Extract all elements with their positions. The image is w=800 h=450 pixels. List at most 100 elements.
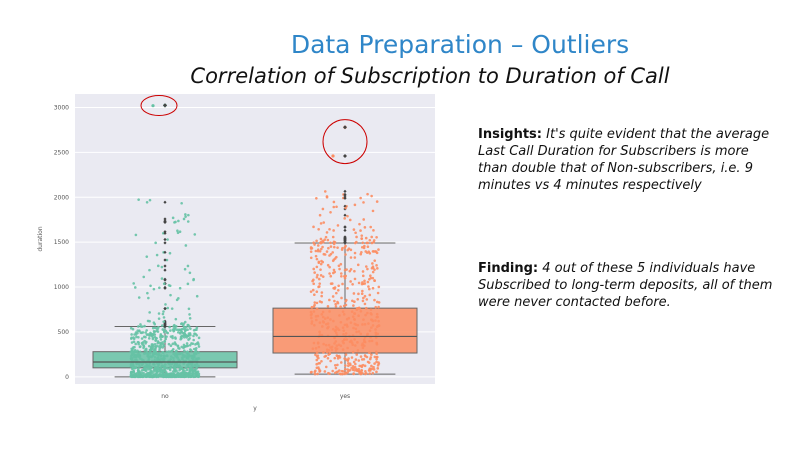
strip-point-yes — [343, 276, 347, 280]
outlier-point-no — [139, 325, 143, 328]
strip-point-yes — [310, 320, 314, 323]
strip-point-yes — [312, 310, 316, 313]
strip-point-no — [168, 325, 171, 329]
strip-point-yes — [345, 323, 349, 326]
strip-point-no — [139, 331, 143, 334]
extreme-flier-marker — [343, 153, 347, 158]
strip-point-yes — [366, 267, 369, 271]
strip-point-yes — [366, 280, 370, 284]
outlier-point-no — [148, 198, 152, 202]
outlier-point-no — [139, 323, 142, 326]
strip-point-yes — [357, 314, 360, 318]
strip-point-yes — [349, 256, 353, 259]
strip-point-yes — [309, 290, 313, 293]
y-tick-label: 3000 — [54, 104, 69, 111]
strip-point-yes — [375, 370, 378, 374]
strip-point-yes — [333, 342, 336, 345]
flier-marker — [163, 258, 167, 262]
outlier-point-no — [168, 251, 172, 255]
strip-point-no — [182, 332, 186, 335]
strip-point-no — [189, 327, 192, 330]
outlier-point-yes — [375, 235, 378, 239]
strip-point-yes — [331, 369, 334, 373]
strip-point-no — [140, 337, 144, 340]
strip-point-no — [192, 347, 196, 351]
strip-point-yes — [310, 370, 313, 374]
strip-point-yes — [312, 267, 316, 271]
strip-point-yes — [359, 355, 363, 358]
strip-point-yes — [342, 341, 345, 345]
strip-point-no — [156, 357, 159, 360]
strip-point-yes — [371, 262, 374, 265]
strip-point-yes — [353, 277, 357, 281]
strip-point-yes — [365, 306, 368, 310]
strip-point-yes — [342, 333, 345, 336]
strip-point-yes — [361, 346, 365, 350]
strip-point-yes — [328, 272, 331, 275]
strip-point-yes — [354, 327, 358, 331]
flier-marker — [163, 268, 167, 272]
strip-point-yes — [343, 357, 346, 360]
strip-point-yes — [362, 338, 366, 342]
strip-point-yes — [365, 355, 369, 359]
strip-point-no — [175, 369, 178, 372]
strip-point-yes — [315, 366, 319, 370]
outlier-point-yes — [343, 217, 347, 220]
outlier-point-no — [148, 319, 151, 323]
strip-point-no — [154, 339, 157, 342]
strip-point-yes — [366, 245, 370, 249]
strip-point-yes — [315, 358, 319, 362]
strip-point-no — [169, 365, 172, 369]
strip-point-yes — [349, 248, 353, 252]
strip-point-yes — [323, 370, 327, 373]
strip-point-yes — [374, 328, 377, 331]
outlier-highlight-circle — [140, 94, 178, 116]
strip-point-yes — [367, 287, 371, 291]
strip-point-no — [181, 357, 184, 361]
strip-point-no — [196, 375, 200, 379]
strip-point-no — [129, 363, 133, 366]
outlier-point-no — [188, 313, 191, 316]
strip-point-no — [159, 335, 162, 339]
strip-point-yes — [337, 369, 341, 372]
strip-point-yes — [368, 339, 371, 343]
strip-point-yes — [353, 300, 356, 304]
outlier-point-no — [187, 323, 190, 327]
strip-point-no — [147, 337, 151, 340]
strip-point-yes — [371, 250, 375, 253]
strip-point-no — [134, 353, 138, 357]
outlier-point-no — [170, 307, 174, 310]
strip-point-no — [133, 373, 137, 376]
outlier-point-no — [186, 264, 190, 268]
strip-point-no — [163, 340, 167, 343]
strip-point-yes — [377, 362, 381, 365]
outlier-point-no — [177, 219, 180, 223]
strip-point-no — [186, 334, 190, 337]
strip-point-yes — [325, 350, 329, 354]
strip-point-no — [142, 335, 146, 339]
strip-point-yes — [341, 246, 344, 250]
strip-point-yes — [329, 359, 332, 363]
outlier-point-no — [137, 325, 140, 328]
strip-point-no — [160, 364, 164, 367]
strip-point-yes — [369, 308, 373, 311]
outlier-point-no — [164, 303, 167, 306]
outlier-point-yes — [371, 209, 375, 213]
outlier-point-no — [192, 277, 195, 281]
strip-point-yes — [315, 257, 319, 261]
strip-point-yes — [357, 330, 361, 333]
strip-point-yes — [340, 369, 344, 373]
outlier-point-no — [149, 284, 152, 288]
strip-point-yes — [337, 284, 340, 288]
strip-point-yes — [353, 256, 357, 259]
outlier-point-yes — [329, 241, 332, 245]
strip-point-no — [129, 326, 133, 330]
strip-point-yes — [312, 341, 316, 345]
strip-point-yes — [354, 344, 357, 347]
strip-point-yes — [371, 276, 375, 280]
strip-point-yes — [328, 352, 332, 356]
outlier-point-no — [184, 215, 187, 218]
strip-point-no — [165, 350, 169, 354]
strip-point-no — [179, 337, 182, 341]
strip-point-no — [136, 329, 139, 333]
